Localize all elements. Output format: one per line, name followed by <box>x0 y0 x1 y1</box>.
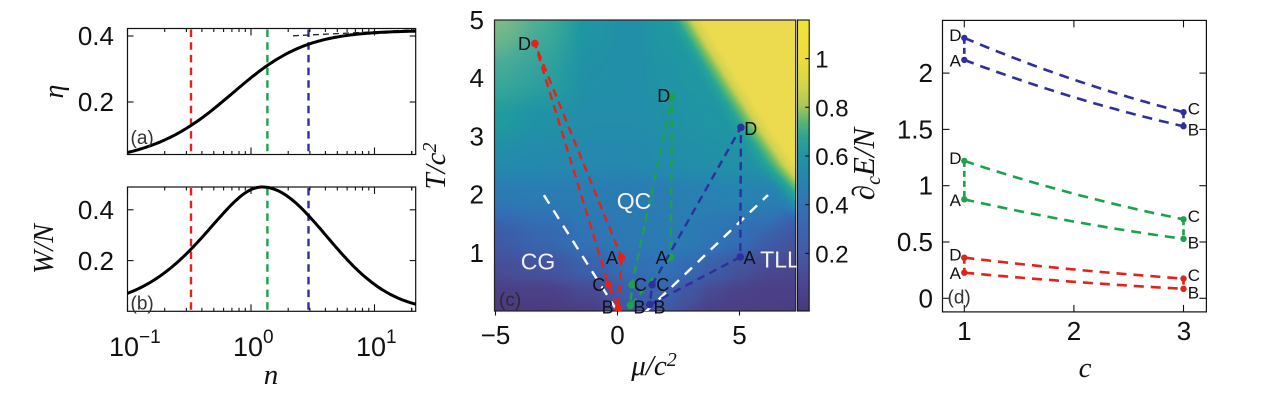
svg-text:C: C <box>1188 100 1200 119</box>
svg-text:D: D <box>518 34 531 54</box>
svg-text:A: A <box>950 51 962 70</box>
svg-text:CG: CG <box>521 249 556 275</box>
svg-text:B: B <box>1188 121 1199 140</box>
svg-text:T/c2: T/c2 <box>419 142 452 189</box>
svg-text:0.4: 0.4 <box>78 21 114 51</box>
svg-text:C: C <box>634 275 647 295</box>
svg-text:0.2: 0.2 <box>78 87 114 117</box>
svg-text:A: A <box>950 264 962 283</box>
svg-text:(c): (c) <box>499 290 521 311</box>
svg-text:C: C <box>592 275 605 295</box>
svg-text:0.6: 0.6 <box>815 144 848 171</box>
svg-text:1: 1 <box>919 171 933 201</box>
svg-text:QC: QC <box>617 188 652 214</box>
svg-text:∂cE/N: ∂cE/N <box>846 125 885 200</box>
svg-text:B: B <box>1188 283 1199 302</box>
svg-text:2: 2 <box>919 58 933 88</box>
svg-text:C: C <box>1188 266 1200 285</box>
svg-text:B: B <box>633 298 645 318</box>
svg-text:A: A <box>743 248 755 268</box>
svg-text:0: 0 <box>263 327 274 348</box>
svg-text:(a): (a) <box>131 128 154 149</box>
svg-text:10: 10 <box>356 332 386 362</box>
svg-text:1: 1 <box>386 327 397 348</box>
svg-text:μ/c2: μ/c2 <box>630 349 677 382</box>
svg-text:0.8: 0.8 <box>815 95 848 122</box>
svg-text:3: 3 <box>1177 316 1191 346</box>
svg-text:0: 0 <box>919 283 933 313</box>
svg-text:B: B <box>1188 233 1199 252</box>
svg-text:A: A <box>606 248 618 268</box>
svg-text:10: 10 <box>109 332 139 362</box>
svg-text:D: D <box>949 26 961 45</box>
svg-text:2: 2 <box>1067 316 1081 346</box>
svg-text:0.4: 0.4 <box>815 193 848 220</box>
svg-text:W/N: W/N <box>29 223 60 274</box>
svg-text:C: C <box>1188 207 1200 226</box>
svg-text:1.5: 1.5 <box>897 114 933 144</box>
svg-text:−1: −1 <box>139 327 161 348</box>
svg-text:TLL: TLL <box>760 247 800 273</box>
svg-text:4: 4 <box>470 63 484 93</box>
svg-text:A: A <box>950 191 962 210</box>
svg-text:1: 1 <box>957 316 971 346</box>
svg-text:D: D <box>657 86 670 106</box>
svg-text:B: B <box>602 298 614 318</box>
svg-text:η: η <box>39 85 70 99</box>
svg-text:0: 0 <box>610 320 624 350</box>
svg-text:0.2: 0.2 <box>78 246 114 276</box>
svg-text:5: 5 <box>732 320 746 350</box>
svg-text:n: n <box>264 359 279 391</box>
svg-text:2: 2 <box>470 180 484 210</box>
svg-text:B: B <box>653 298 665 318</box>
svg-text:D: D <box>949 246 961 265</box>
svg-text:c: c <box>1079 352 1092 384</box>
svg-text:0.2: 0.2 <box>815 241 848 268</box>
svg-text:C: C <box>656 275 669 295</box>
svg-text:5: 5 <box>470 5 484 35</box>
svg-text:3: 3 <box>470 121 484 151</box>
svg-text:0.4: 0.4 <box>78 195 114 225</box>
svg-text:(d): (d) <box>948 288 971 309</box>
svg-text:(b): (b) <box>131 294 154 315</box>
svg-text:A: A <box>656 248 668 268</box>
svg-text:−5: −5 <box>481 320 511 350</box>
svg-text:D: D <box>949 149 961 168</box>
svg-text:10: 10 <box>233 332 263 362</box>
svg-text:D: D <box>744 119 757 139</box>
svg-text:1: 1 <box>470 238 484 268</box>
svg-text:0.5: 0.5 <box>897 227 933 257</box>
svg-text:1: 1 <box>815 47 828 74</box>
